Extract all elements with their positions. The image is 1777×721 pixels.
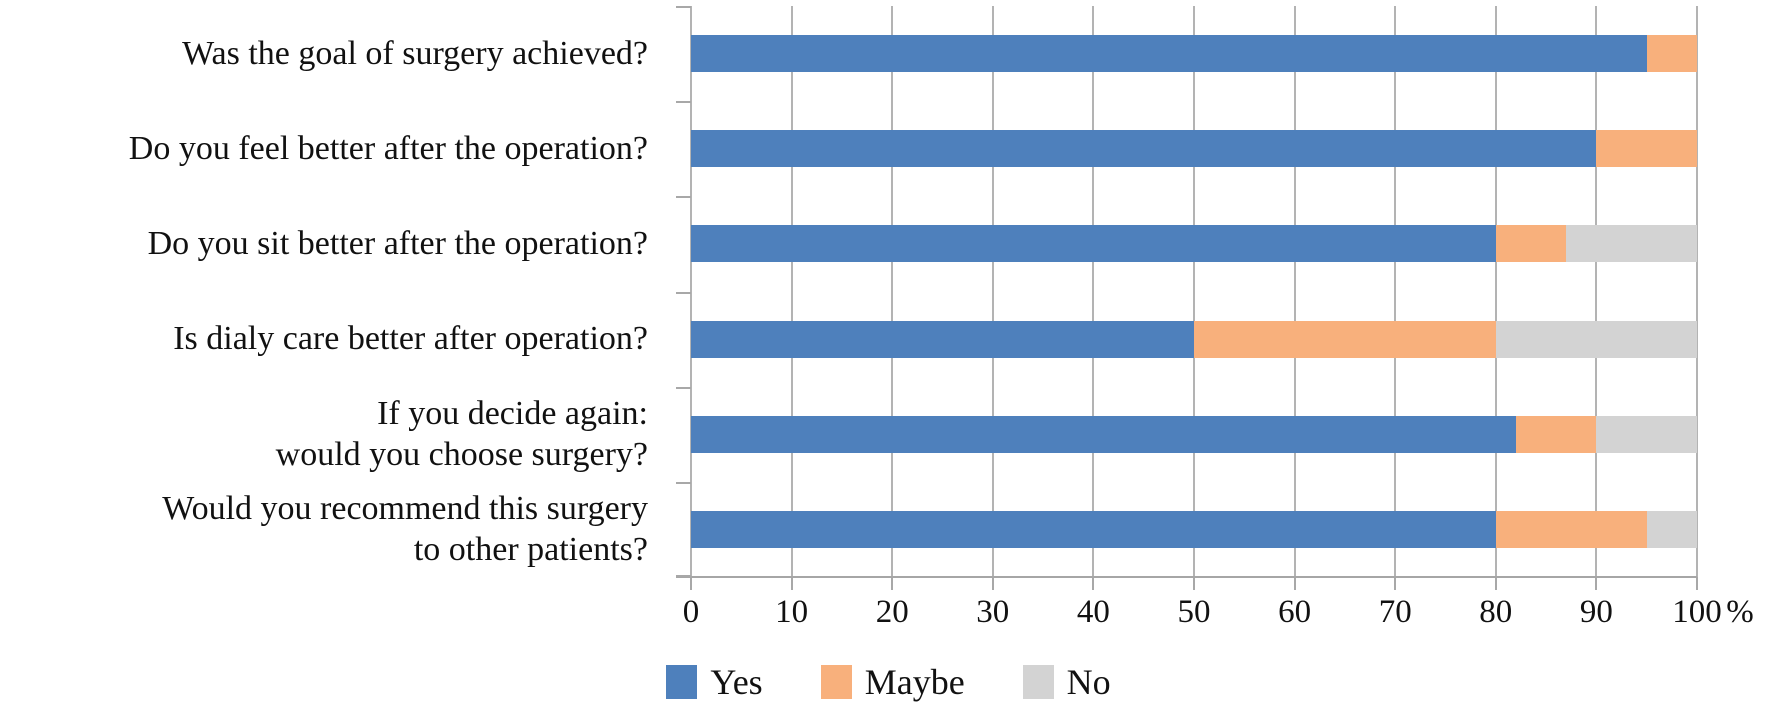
gridline <box>991 6 994 577</box>
category-axis-tickmark <box>676 386 691 389</box>
x-axis-tickmark <box>991 577 994 590</box>
category-axis-tickmark <box>676 291 691 294</box>
bar-segment-no <box>1646 510 1697 548</box>
bar-row <box>691 510 1697 548</box>
bar-segment-yes <box>691 320 1194 358</box>
category-label: Would you recommend this surgery to other… <box>162 489 648 569</box>
x-axis-tick-label: 30 <box>976 594 1010 630</box>
bar-segment-maybe <box>1596 130 1697 168</box>
bar-row <box>691 320 1697 358</box>
gridline <box>790 6 793 577</box>
category-axis-tickmark <box>676 575 691 577</box>
gridline <box>1696 6 1698 577</box>
x-axis-tick-label: 60 <box>1278 594 1312 630</box>
gridline <box>1595 6 1598 577</box>
x-axis-tickmark <box>1394 577 1397 590</box>
legend-item-yes: Yes <box>666 662 763 702</box>
x-axis-tick-label: 10 <box>775 594 809 630</box>
category-label: Do you sit better after the operation? <box>147 225 648 263</box>
x-axis-tick-label: 100 <box>1672 594 1722 630</box>
category-axis-tickmark <box>676 101 691 104</box>
x-axis-tick-labels: % 0 10 20 30 40 50 60 70 80 90 100 <box>683 594 1754 638</box>
plot-area <box>676 6 1698 590</box>
bar-segment-yes <box>691 130 1597 168</box>
bar-row <box>691 130 1697 168</box>
legend-label: Yes <box>710 662 763 702</box>
gridline <box>1092 6 1095 577</box>
bar-segment-maybe <box>1495 225 1567 263</box>
x-axis-tick-label: 70 <box>1378 594 1412 630</box>
bar-segment-maybe <box>1646 35 1697 73</box>
x-axis-tick-label: 0 <box>682 594 700 630</box>
gridline <box>891 6 894 577</box>
gridline <box>1394 6 1397 577</box>
x-axis-tick-label: 20 <box>875 594 909 630</box>
legend-swatch-maybe <box>820 665 852 699</box>
category-label: If you decide again: would you choose sur… <box>275 394 648 474</box>
x-axis-tick-label: 40 <box>1076 594 1110 630</box>
x-axis-line <box>676 576 1697 578</box>
category-axis-tickmark <box>676 481 691 484</box>
x-axis-tickmark <box>1494 577 1497 590</box>
legend-swatch-no <box>1022 665 1054 699</box>
category-axis-tickmark <box>676 6 691 8</box>
category-axis-tickmark <box>676 196 691 199</box>
x-axis-tickmark <box>1193 577 1195 590</box>
bar-segment-no <box>1596 415 1697 453</box>
bar-segment-yes <box>691 225 1496 263</box>
x-axis-tickmark <box>690 577 692 590</box>
bar-segment-maybe <box>1515 415 1597 453</box>
x-axis-tickmark <box>1595 577 1598 590</box>
x-axis-tick-label: 80 <box>1479 594 1513 630</box>
x-axis-tickmark <box>790 577 793 590</box>
category-label: Do you feel better after the operation? <box>128 130 648 167</box>
legend-item-no: No <box>1022 662 1111 702</box>
legend-label: No <box>1066 662 1111 702</box>
bar-segment-yes <box>691 35 1647 73</box>
gridline <box>1494 6 1497 577</box>
legend-label: Maybe <box>864 662 965 702</box>
bar-segment-maybe <box>1194 320 1496 358</box>
x-axis-tickmark <box>891 577 894 590</box>
category-label: Was the goal of surgery achieved? <box>182 34 648 72</box>
bar-segment-yes <box>691 415 1516 453</box>
category-axis-labels: Was the goal of surgery achieved? Do you … <box>0 6 648 577</box>
legend-swatch-yes <box>666 665 698 699</box>
bar-row <box>691 35 1697 73</box>
x-axis-tickmark <box>1696 577 1698 590</box>
category-label: Is dialy care better after operation? <box>173 320 648 358</box>
gridline <box>1193 6 1195 577</box>
x-axis-tick-label: 50 <box>1177 594 1211 630</box>
bar-segment-maybe <box>1495 510 1647 548</box>
x-axis-tickmark <box>1293 577 1296 590</box>
bar-segment-yes <box>691 510 1496 548</box>
bar-row <box>691 415 1697 453</box>
bar-segment-no <box>1566 225 1697 263</box>
bar-row <box>691 225 1697 263</box>
x-axis-tickmark <box>1092 577 1095 590</box>
x-axis-unit-label: % <box>1726 594 1754 630</box>
legend-item-maybe: Maybe <box>820 662 965 702</box>
legend: Yes Maybe No <box>0 664 1777 700</box>
gridline <box>690 6 692 577</box>
gridline <box>1293 6 1296 577</box>
bar-segment-no <box>1495 320 1697 358</box>
x-axis-tick-label: 90 <box>1579 594 1613 630</box>
